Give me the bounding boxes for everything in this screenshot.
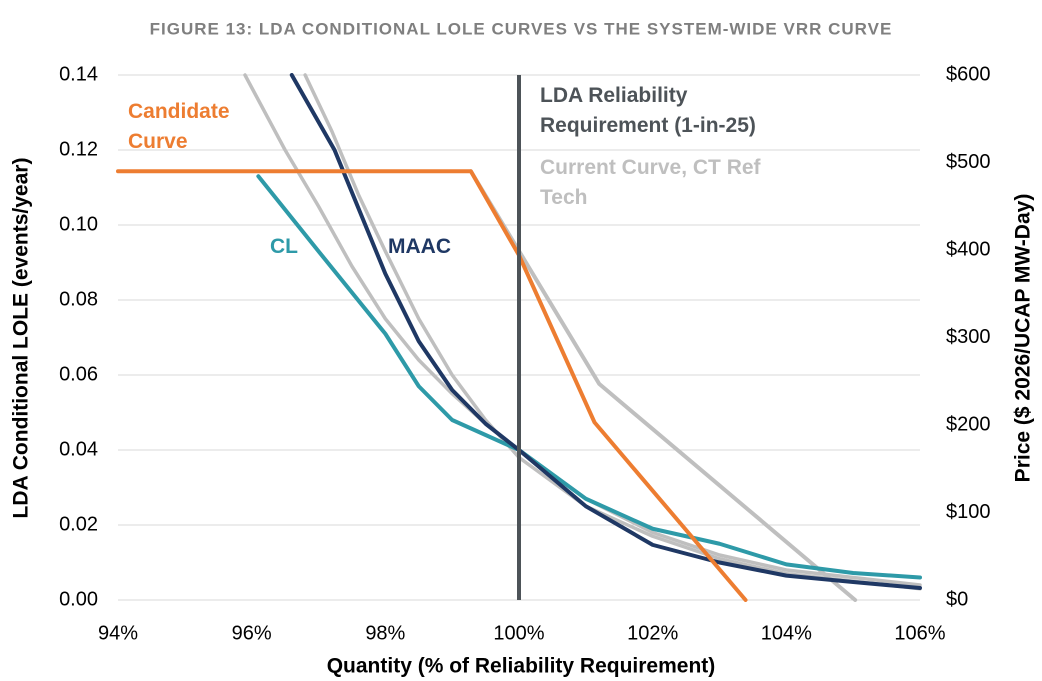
y-axis-label: LDA Conditional LOLE (events/year)	[10, 158, 33, 519]
y2-axis-label: Price ($ 2026/UCAP MW-Day)	[1012, 194, 1035, 483]
x-tick-label: 98%	[365, 622, 405, 644]
series-label: CL	[270, 235, 298, 258]
x-tick-label: 106%	[894, 622, 945, 644]
y-tick-label: 0.14	[59, 63, 98, 85]
y2-tick-label: $300	[946, 326, 991, 348]
y-tick-label: 0.08	[59, 288, 98, 310]
series-label: Current Curve, CT Ref Tech	[540, 156, 761, 209]
y-tick-label: 0.04	[59, 438, 98, 460]
x-axis-label: Quantity (% of Reliability Requirement)	[327, 655, 716, 678]
y-tick-label: 0.12	[59, 138, 98, 160]
y2-tick-label: $600	[946, 63, 991, 85]
chart-title: FIGURE 13: LDA CONDITIONAL LOLE CURVES V…	[150, 19, 893, 38]
y-tick-label: 0.00	[59, 588, 98, 610]
x-tick-label: 96%	[232, 622, 272, 644]
y2-tick-label: $500	[946, 151, 991, 173]
series-line	[256, 174, 922, 580]
series-label: MAAC	[388, 235, 451, 258]
x-tick-label: 102%	[627, 622, 678, 644]
y-tick-label: 0.06	[59, 363, 98, 385]
x-tick-label: 104%	[761, 622, 812, 644]
y-tick-label: 0.10	[59, 213, 98, 235]
y2-tick-label: $400	[946, 238, 991, 260]
x-tick-label: 94%	[98, 622, 138, 644]
x-tick-label: 100%	[493, 622, 544, 644]
y2-tick-label: $100	[946, 501, 991, 523]
y-tick-label: 0.02	[59, 513, 98, 535]
reference-line-label: LDA Reliability Requirement (1-in-25)	[540, 84, 756, 137]
y2-tick-label: $0	[946, 588, 968, 610]
series-line	[243, 73, 922, 587]
y2-tick-label: $200	[946, 413, 991, 435]
series-label: Candidate Curve	[128, 100, 230, 153]
